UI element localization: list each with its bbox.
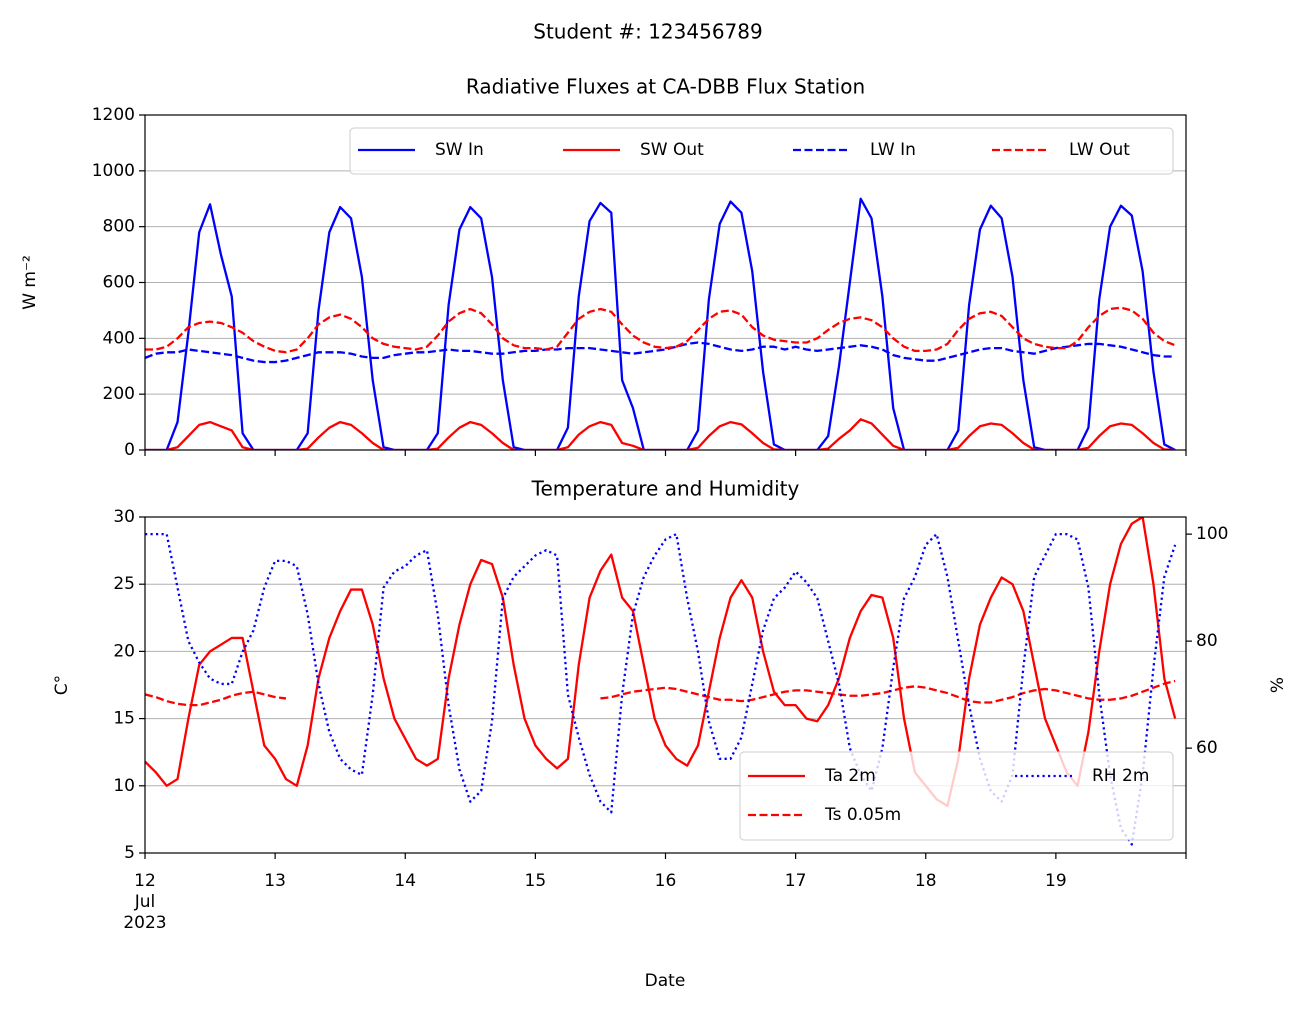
series-line xyxy=(145,306,1176,354)
y-tick-label: 400 xyxy=(103,328,135,348)
y2-axis-label: % xyxy=(1268,677,1288,693)
y-tick-label: 0 xyxy=(124,440,135,460)
y-tick-label: 10 xyxy=(113,776,135,796)
legend-box xyxy=(349,127,1174,175)
legend-box xyxy=(739,751,1174,841)
y-tick-label: 800 xyxy=(103,217,135,237)
y-tick-label: 5 xyxy=(124,843,135,863)
y-tick-label: 30 xyxy=(113,507,135,527)
x-tick-label: 19 xyxy=(1045,871,1067,891)
series-line xyxy=(145,517,1177,808)
y-tick-label: 1000 xyxy=(92,161,135,181)
y-tick-label: 15 xyxy=(113,709,135,729)
axes-title: Temperature and Humidity xyxy=(531,477,800,501)
legend-label: SW In xyxy=(435,140,484,160)
x-tick-label: 17 xyxy=(785,871,807,891)
x-tick-label: 13 xyxy=(264,871,286,891)
y-axis-label: W m⁻² xyxy=(20,255,40,310)
x-tick-label: 14 xyxy=(394,871,416,891)
legend-label: Ta 2m xyxy=(824,766,876,786)
y-tick-label: 25 xyxy=(113,574,135,594)
y-tick-label: 600 xyxy=(103,273,135,293)
legend-label: LW In xyxy=(870,140,916,160)
y-axis-label: C° xyxy=(52,675,72,695)
y2-tick-label: 80 xyxy=(1196,631,1218,651)
x-tick-label: 15 xyxy=(525,871,547,891)
suptitle: Student #: 123456789 xyxy=(533,20,762,44)
series-line xyxy=(145,197,1176,450)
legend-label: Ts 0.05m xyxy=(824,805,901,825)
y2-tick-label: 100 xyxy=(1196,524,1228,544)
plot-area xyxy=(145,197,1176,450)
axes-title: Radiative Fluxes at CA-DBB Flux Station xyxy=(466,75,865,99)
axes-frame xyxy=(144,516,1187,854)
legend-label: LW Out xyxy=(1069,140,1130,160)
series-line xyxy=(145,341,1176,364)
y-tick-label: 20 xyxy=(113,641,135,661)
y2-tick-label: 60 xyxy=(1196,738,1218,758)
x-tick-label: 16 xyxy=(655,871,677,891)
x-tick-label: 12 Jul 2023 xyxy=(123,871,166,933)
x-tick-label: 18 xyxy=(915,871,937,891)
axes-frame xyxy=(144,114,1187,451)
legend-label: SW Out xyxy=(640,140,704,160)
legend-label: RH 2m xyxy=(1092,766,1149,786)
y-tick-label: 200 xyxy=(103,384,135,404)
series-line xyxy=(145,679,1176,707)
x-axis-label: Date xyxy=(645,971,686,991)
series-line xyxy=(145,418,1176,450)
y-tick-label: 1200 xyxy=(92,105,135,125)
